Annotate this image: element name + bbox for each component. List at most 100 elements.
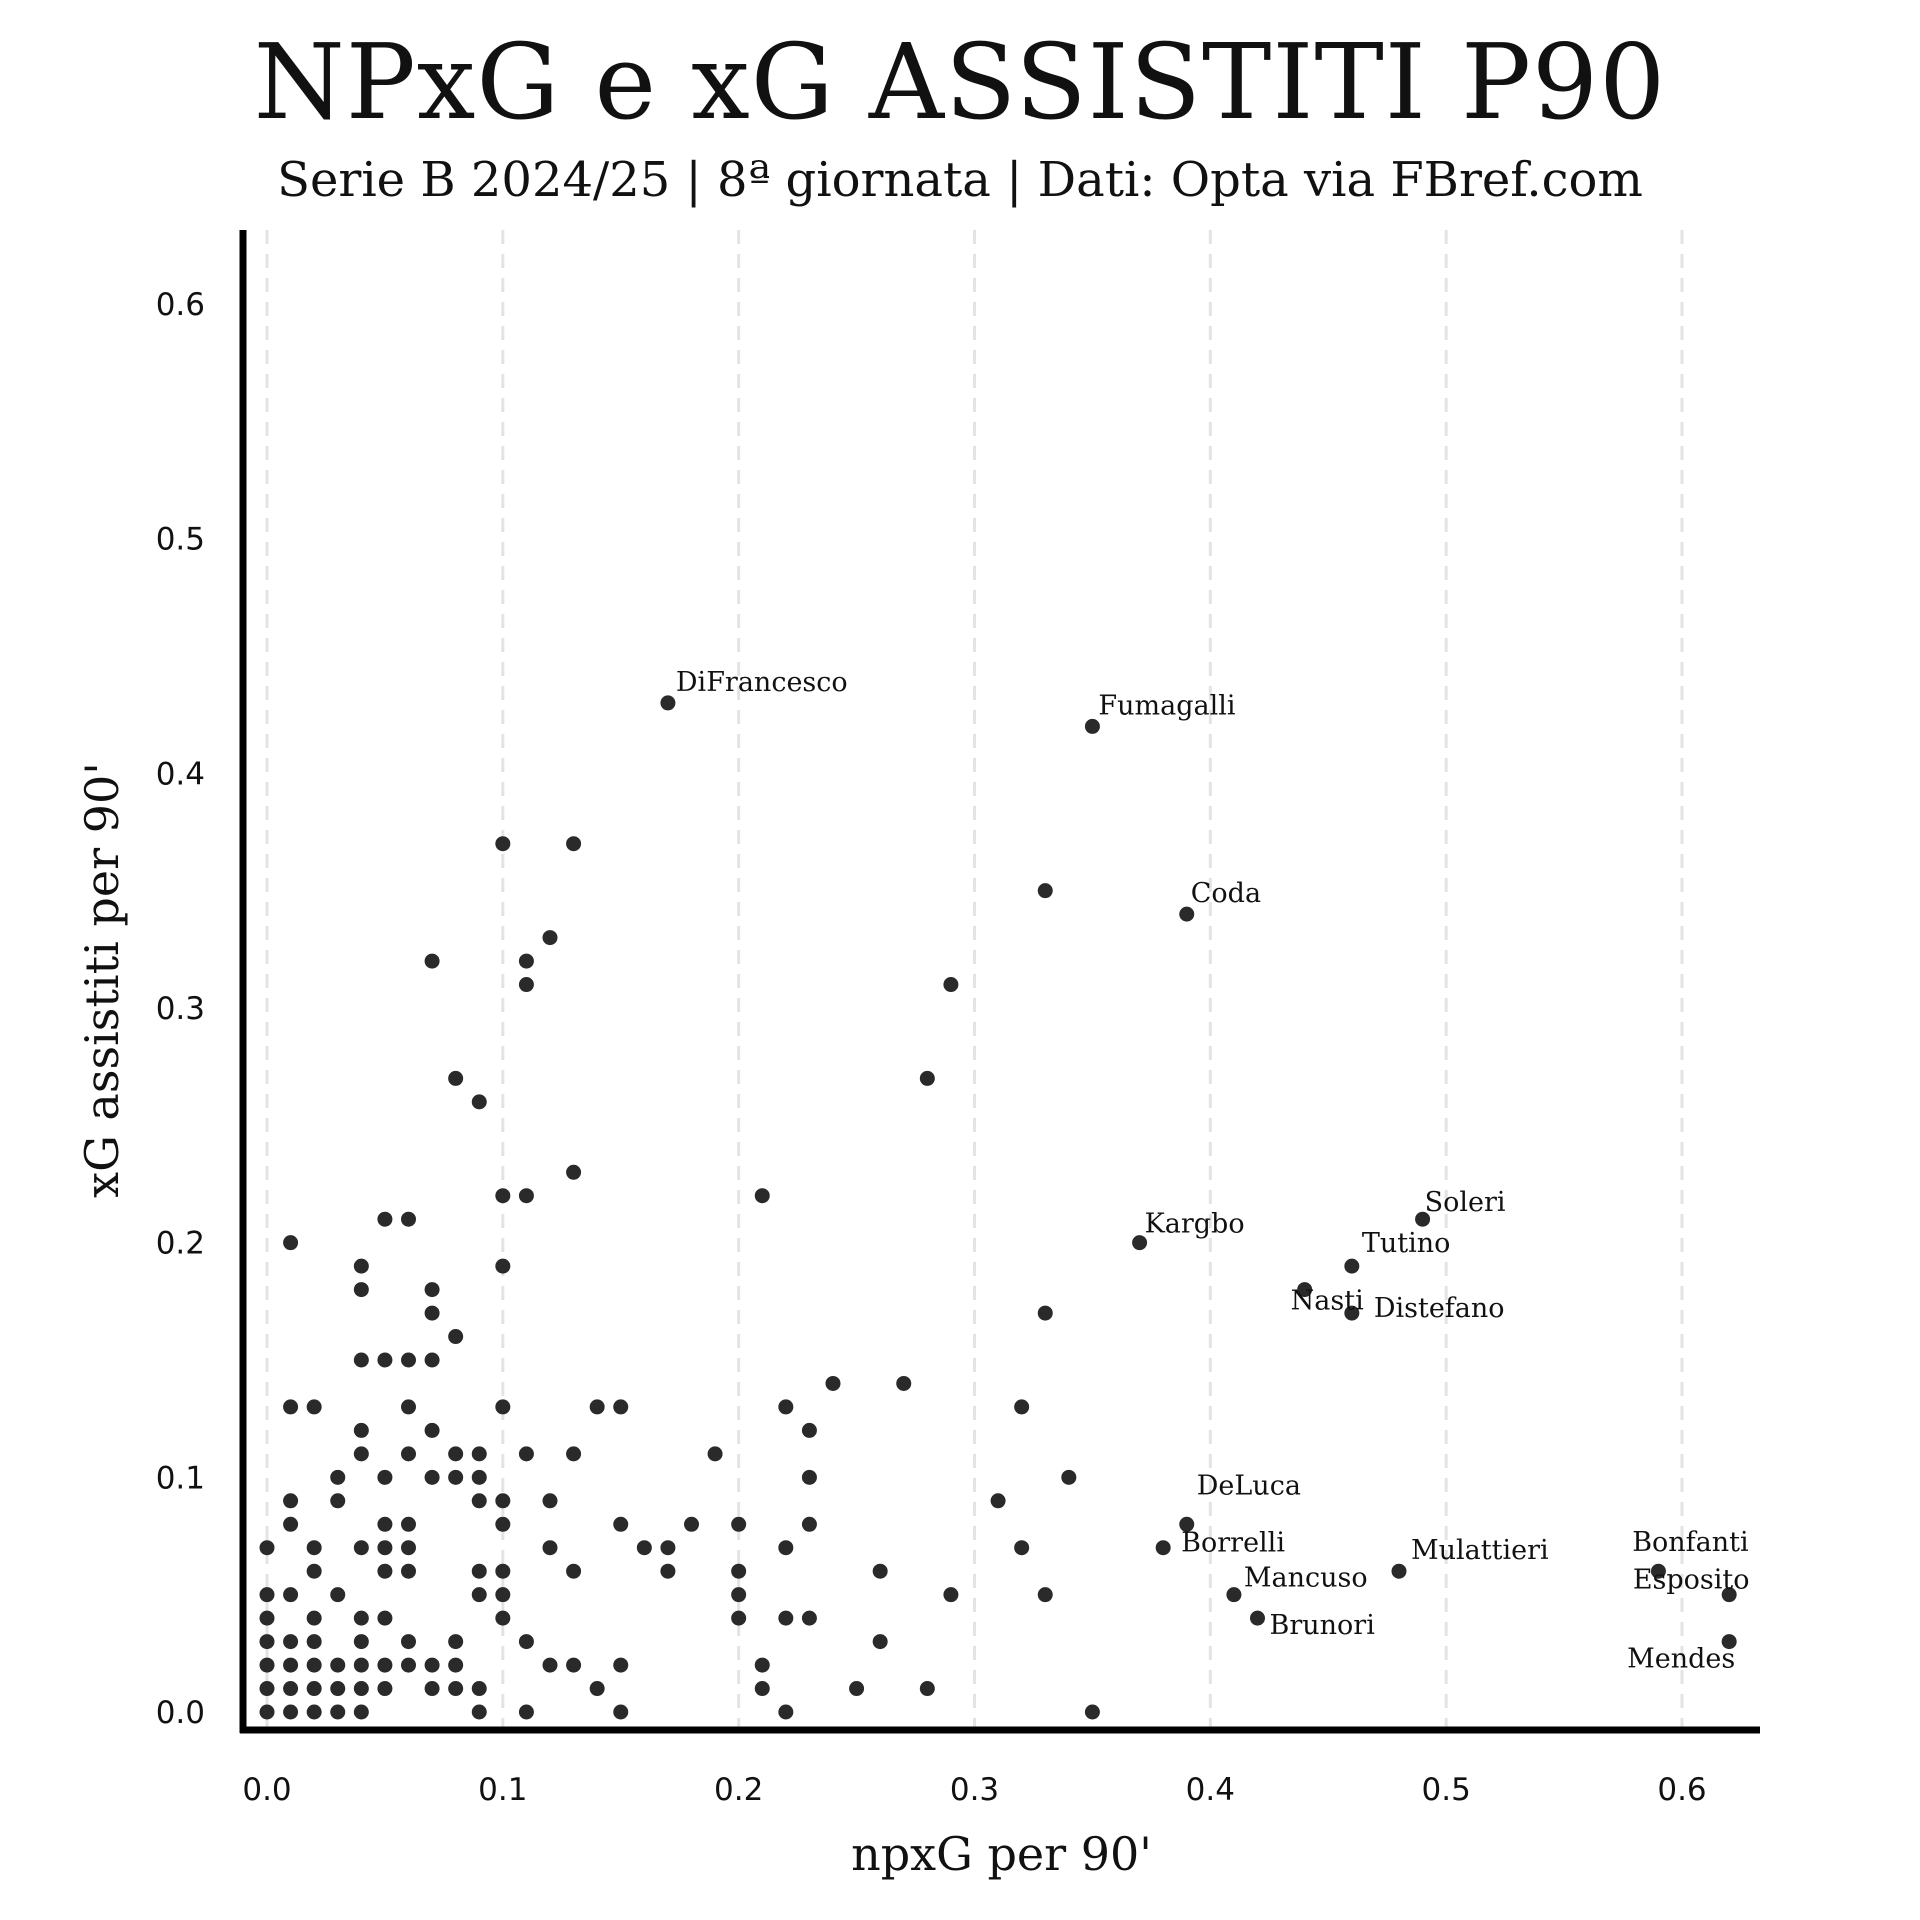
- data-point: [330, 1704, 346, 1720]
- data-point: [542, 1493, 558, 1509]
- point-label: Soleri: [1425, 1187, 1506, 1218]
- data-point: [754, 1681, 770, 1697]
- data-point: [259, 1540, 275, 1556]
- labeled-data-point: [1179, 1516, 1195, 1532]
- point-label: Fumagalli: [1098, 690, 1235, 721]
- data-point: [495, 1610, 511, 1626]
- data-point: [424, 1352, 440, 1368]
- point-label: DiFrancesco: [676, 667, 848, 698]
- data-point: [306, 1704, 322, 1720]
- data-point: [377, 1211, 393, 1227]
- data-point: [1084, 1704, 1100, 1720]
- point-label: Mendes: [1627, 1644, 1735, 1675]
- data-point: [283, 1657, 299, 1673]
- data-point: [283, 1235, 299, 1251]
- data-point: [353, 1540, 369, 1556]
- data-point: [660, 1563, 676, 1579]
- point-label: Kargbo: [1145, 1209, 1245, 1240]
- labeled-data-point: [1250, 1610, 1265, 1626]
- data-point: [471, 1704, 487, 1720]
- data-point: [919, 1070, 935, 1086]
- data-point: [1014, 1540, 1030, 1556]
- y-tick-label: 0.0: [156, 1695, 205, 1731]
- data-point: [306, 1563, 322, 1579]
- data-point: [471, 1681, 487, 1697]
- data-point: [259, 1704, 275, 1720]
- data-point: [943, 977, 959, 993]
- data-point: [448, 1634, 464, 1650]
- data-point: [872, 1563, 888, 1579]
- data-point: [377, 1352, 393, 1368]
- y-tick-label: 0.1: [156, 1460, 205, 1496]
- data-point: [424, 953, 440, 969]
- data-point: [707, 1446, 723, 1462]
- point-label: Esposito: [1633, 1565, 1750, 1596]
- data-point: [778, 1399, 794, 1415]
- data-point: [542, 1540, 558, 1556]
- x-tick-label: 0.4: [1186, 1772, 1235, 1808]
- labeled-data-point: [1415, 1211, 1431, 1227]
- data-point: [448, 1657, 464, 1673]
- x-tick-label: 0.0: [242, 1772, 291, 1808]
- data-point: [471, 1587, 487, 1603]
- data-point: [896, 1375, 912, 1391]
- x-tick-label: 0.6: [1657, 1772, 1706, 1808]
- labeled-data-point: [1721, 1634, 1737, 1650]
- labeled-data-point: [1226, 1587, 1242, 1603]
- data-point: [542, 930, 558, 946]
- data-point: [518, 977, 534, 993]
- data-point: [401, 1563, 416, 1579]
- data-point: [731, 1516, 747, 1532]
- data-point: [589, 1399, 605, 1415]
- data-point: [778, 1610, 794, 1626]
- data-point: [306, 1681, 322, 1697]
- data-point: [518, 1634, 534, 1650]
- data-point: [518, 1188, 534, 1204]
- data-point: [283, 1399, 299, 1415]
- data-point: [283, 1493, 299, 1509]
- data-point: [613, 1399, 629, 1415]
- point-label: DeLuca: [1197, 1470, 1301, 1501]
- data-point: [259, 1587, 275, 1603]
- labeled-data-point: [1391, 1563, 1407, 1579]
- chart-title: NPxG e xG ASSISTITI P90: [253, 21, 1667, 143]
- y-tick-label: 0.5: [156, 522, 205, 558]
- data-point: [377, 1610, 393, 1626]
- data-point: [306, 1657, 322, 1673]
- data-point: [424, 1282, 440, 1298]
- data-point: [518, 953, 534, 969]
- data-point: [401, 1352, 416, 1368]
- data-point: [801, 1516, 817, 1532]
- data-point: [424, 1657, 440, 1673]
- data-point: [448, 1469, 464, 1485]
- labeled-data-point: [1155, 1540, 1171, 1556]
- data-point: [424, 1305, 440, 1321]
- data-point: [754, 1657, 770, 1673]
- point-label: Bonfanti: [1632, 1527, 1749, 1558]
- data-point: [353, 1446, 369, 1462]
- data-points: [259, 695, 1737, 1720]
- data-point: [306, 1540, 322, 1556]
- point-label: Coda: [1191, 878, 1261, 909]
- data-point: [495, 1493, 511, 1509]
- data-point: [353, 1610, 369, 1626]
- data-point: [566, 1446, 582, 1462]
- data-point: [377, 1657, 393, 1673]
- data-point: [353, 1282, 369, 1298]
- data-point: [401, 1446, 416, 1462]
- data-point: [542, 1657, 558, 1673]
- chart-subtitle: Serie B 2024/25 | 8ª giornata | Dati: Op…: [277, 152, 1643, 208]
- data-point: [613, 1657, 629, 1673]
- data-point: [330, 1587, 346, 1603]
- data-point: [283, 1516, 299, 1532]
- data-point: [1037, 883, 1053, 899]
- data-point: [754, 1188, 770, 1204]
- data-point: [872, 1634, 888, 1650]
- data-point: [731, 1563, 747, 1579]
- data-point: [401, 1516, 416, 1532]
- data-point: [448, 1070, 464, 1086]
- data-point: [283, 1704, 299, 1720]
- point-label: Brunori: [1270, 1610, 1376, 1641]
- data-point: [377, 1516, 393, 1532]
- data-point: [330, 1657, 346, 1673]
